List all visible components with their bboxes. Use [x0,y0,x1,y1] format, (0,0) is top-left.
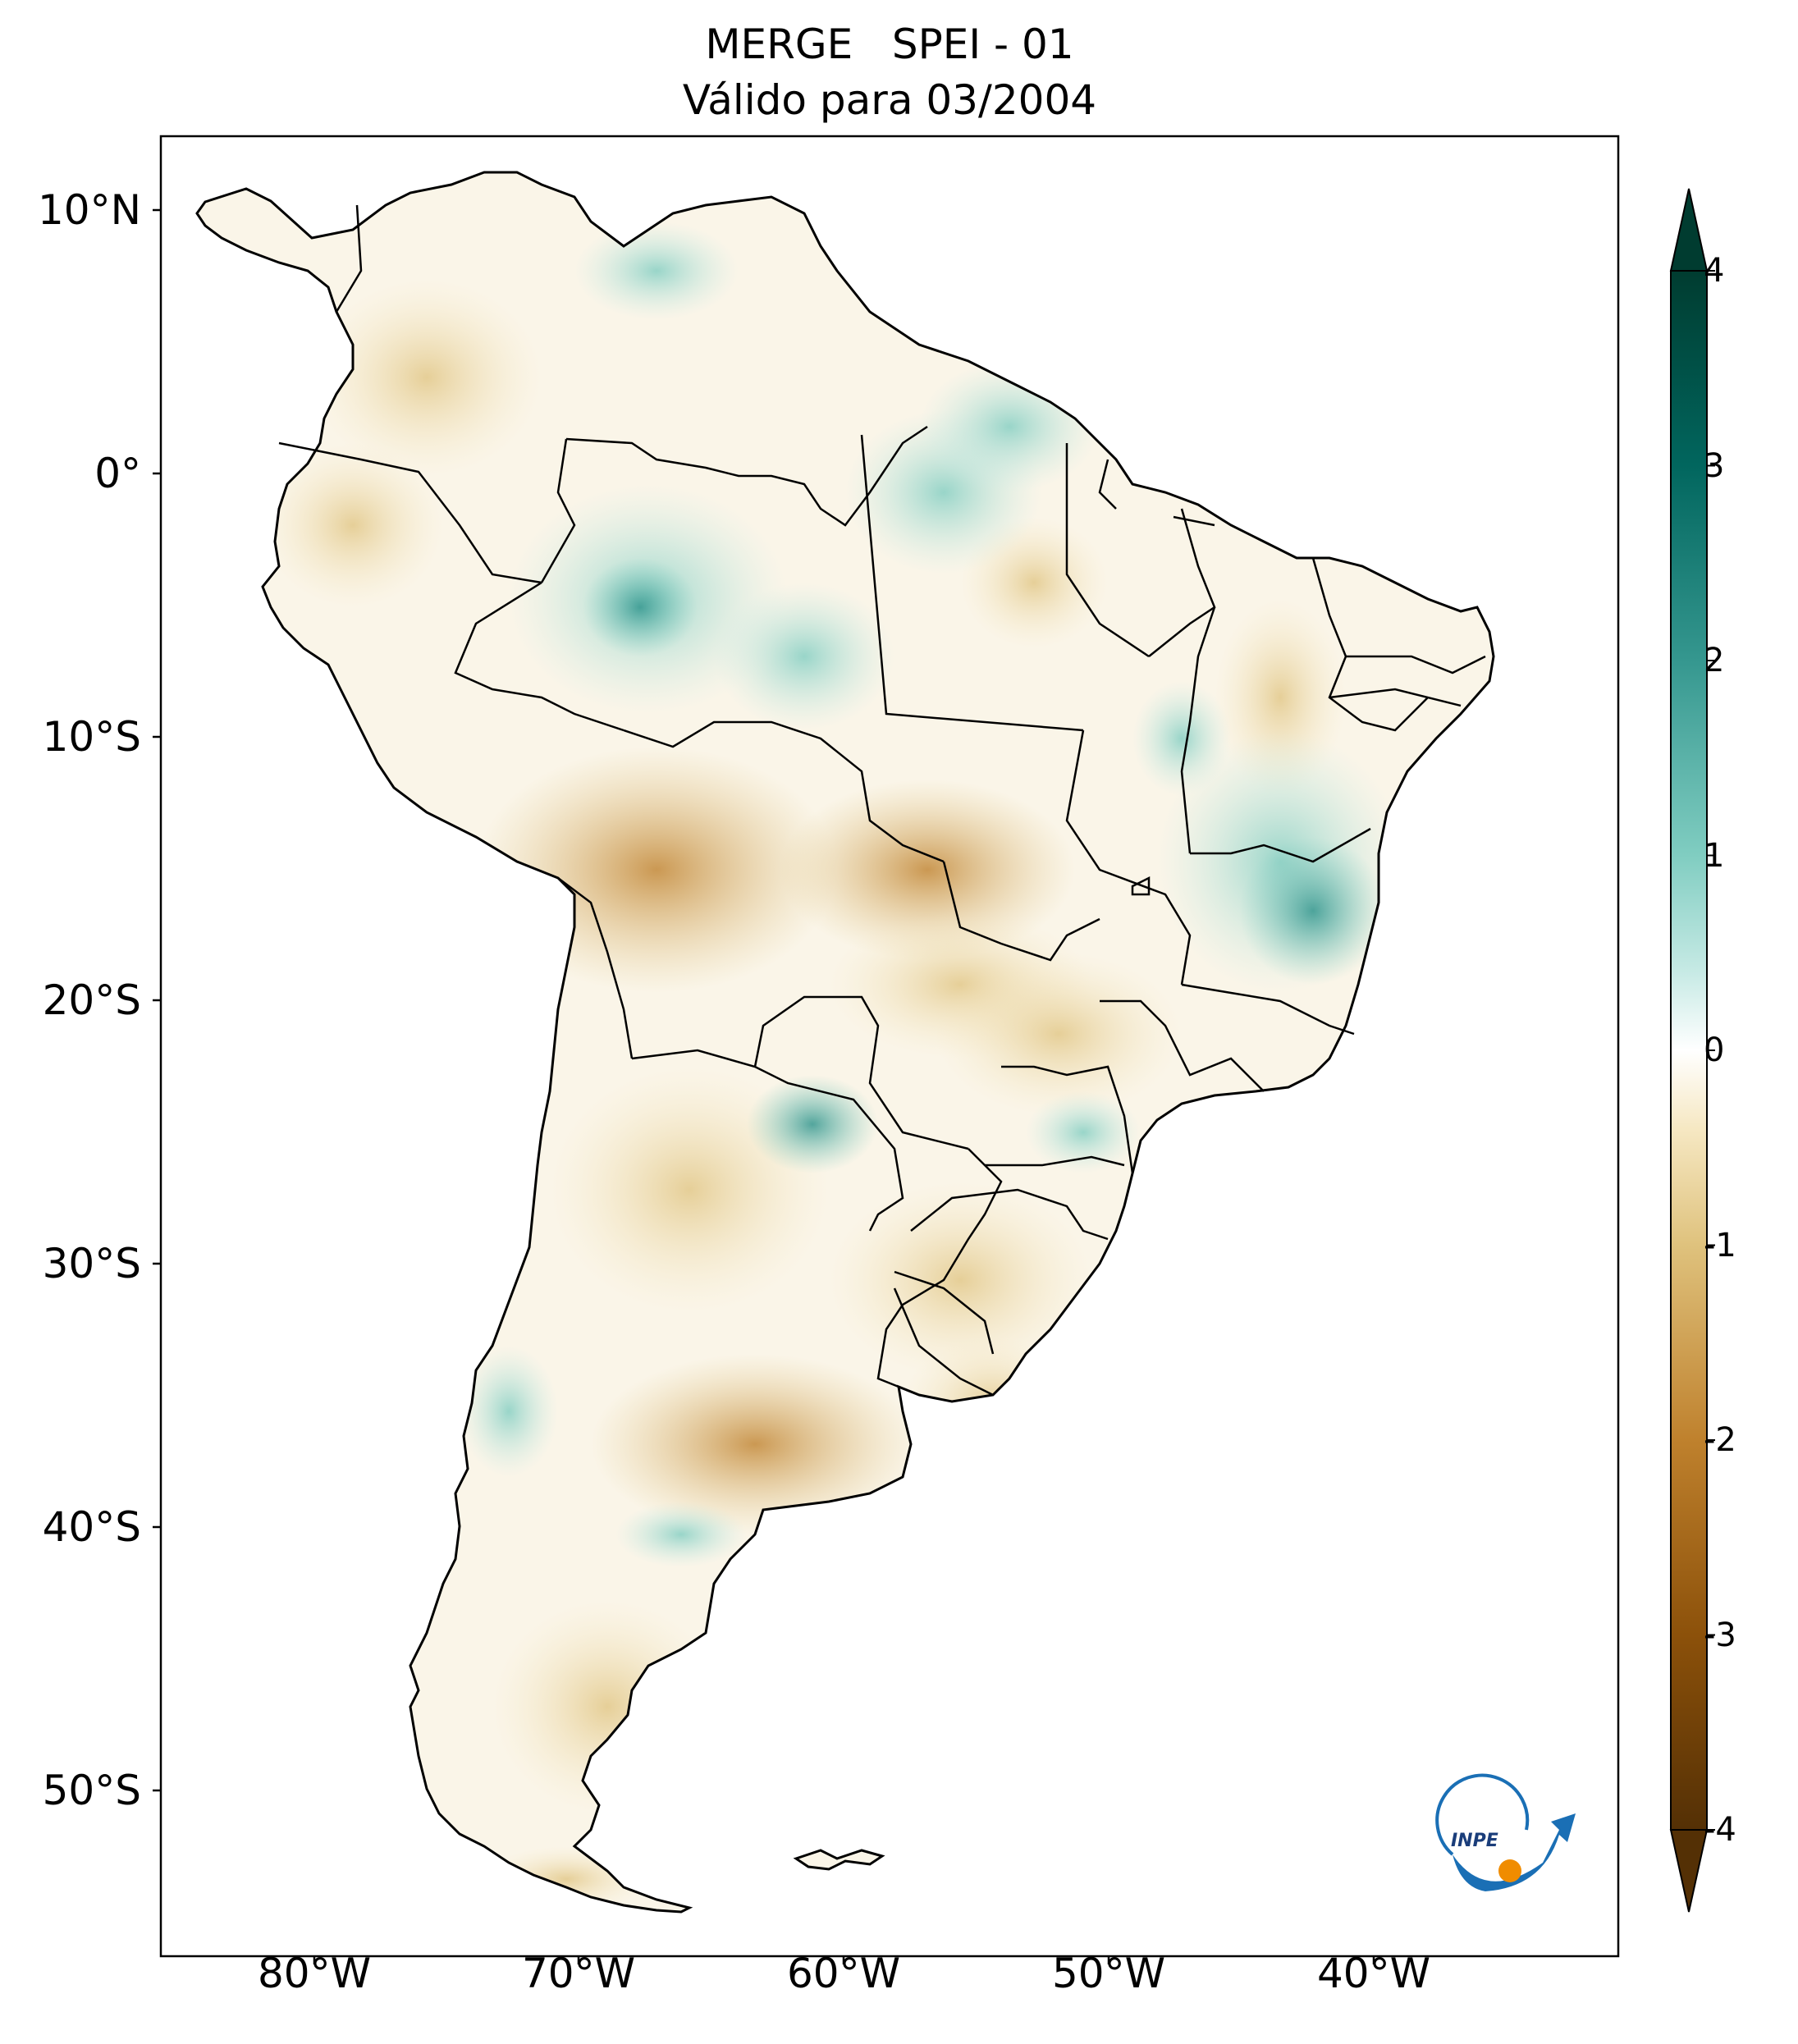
lon-label-50w: 50°W [1051,1950,1166,1997]
colorbar-label-2: 2 [1704,642,1725,679]
lat-label-10s: 10°S [42,713,141,761]
borders [278,204,1486,1397]
lat-label-40s: 40°S [42,1503,141,1551]
lon-label-80w: 80°W [257,1950,372,1997]
map-subtitle: Válido para 03/2004 [682,76,1097,124]
lat-label-30s: 30°S [42,1240,141,1287]
colorbar-label-neg2: -2 [1704,1421,1736,1459]
colorbar-extend-bottom [1669,1829,1709,1913]
falkland-islands [793,1849,885,1871]
colorbar-label-neg4: -4 [1704,1811,1736,1849]
colorbar [1669,188,1715,1913]
inpe-logo: INPE [1435,1773,1576,1891]
colorbar-label-neg3: -3 [1704,1616,1736,1654]
lat-label-20s: 20°S [42,976,141,1024]
colorbar-label-3: 3 [1704,447,1725,485]
logo-text: INPE [1451,1831,1498,1851]
colorbar-label-1: 1 [1704,837,1725,875]
lon-label-60w: 60°W [786,1950,901,1997]
colorbar-extend-top [1669,188,1709,272]
lat-label-0: 0° [94,450,141,497]
lat-label-10n: 10°N [37,186,141,234]
colorbar-label-0: 0 [1704,1031,1725,1069]
colorbar-label-neg1: -1 [1704,1227,1736,1264]
lat-label-50s: 50°S [42,1767,141,1814]
lon-label-70w: 70°W [521,1950,636,1997]
colorbar-body [1670,270,1708,1831]
map-title: MERGE SPEI - 01 [705,21,1074,68]
lon-label-40w: 40°W [1316,1950,1431,1997]
colorbar-label-4: 4 [1704,252,1725,290]
